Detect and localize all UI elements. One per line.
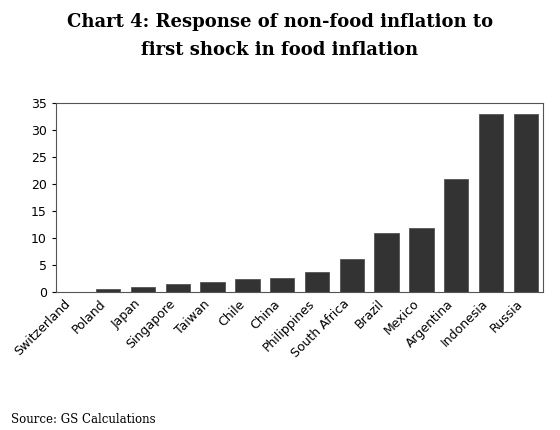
Text: Chart 4: Response of non-food inflation to: Chart 4: Response of non-food inflation … xyxy=(67,13,493,31)
Bar xyxy=(479,114,503,292)
Bar xyxy=(235,279,260,292)
Bar xyxy=(200,282,225,292)
Bar xyxy=(375,233,399,292)
Bar xyxy=(131,287,155,292)
Text: Source: GS Calculations: Source: GS Calculations xyxy=(11,413,156,426)
Bar xyxy=(409,227,433,292)
Bar xyxy=(96,289,120,292)
Bar xyxy=(166,284,190,292)
Bar xyxy=(305,272,329,292)
Bar xyxy=(444,179,468,292)
Bar xyxy=(270,278,295,292)
Bar xyxy=(339,259,364,292)
Bar xyxy=(514,114,538,292)
Text: first shock in food inflation: first shock in food inflation xyxy=(142,41,418,59)
